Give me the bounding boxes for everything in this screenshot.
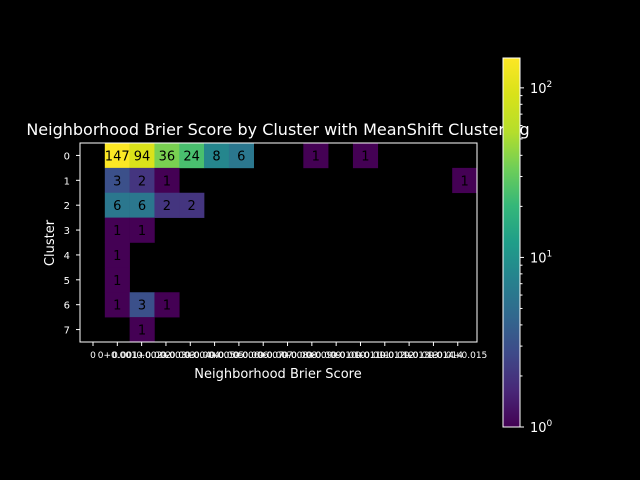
cell-value-label: 1 [113, 299, 121, 314]
y-tick-label: 3 [64, 226, 70, 237]
heatmap-cell [129, 317, 155, 343]
cell-value-label: 1 [138, 324, 146, 339]
colorbar-tick-label: 100 [530, 419, 553, 436]
heatmap-cell [104, 267, 130, 293]
heatmap-cell [179, 192, 205, 218]
heatmap-cell [104, 217, 130, 243]
x-tick-label: 0.007+0.008 [258, 351, 317, 361]
colorbar-ticks: 100 101 102 [520, 80, 553, 436]
cell-value-label: 1 [312, 149, 320, 164]
chart-title: Neighborhood Brier Score by Cluster with… [26, 120, 529, 139]
heatmap-cells: 147 94 36 24 8 6 1 1 3 2 1 1 6 6 2 2 1 1 1 1 1 3 1 1 [104, 143, 478, 343]
heatmap-cell [129, 292, 155, 318]
x-tick-label: 0.008+0.009 [282, 351, 341, 361]
x-tick-label: 0.004+0.005 [185, 351, 244, 361]
cell-value-label: 94 [134, 149, 151, 164]
cell-value-label: 3 [113, 174, 121, 189]
heatmap-cell [129, 192, 155, 218]
x-tick-label: 0+0.001 [98, 351, 137, 361]
colorbar-gradient [502, 57, 521, 428]
heatmap-cell [104, 242, 130, 268]
x-tick-label: 0.002+0.003 [136, 351, 195, 361]
y-tick-label: 1 [64, 176, 70, 187]
y-axis-ticks: 0 1 2 3 4 5 6 7 [64, 151, 80, 337]
x-axis-label: Neighborhood Brier Score [194, 367, 361, 382]
cell-value-label: 2 [188, 199, 196, 214]
x-tick-label: 0 [90, 351, 96, 361]
y-tick-label: 6 [64, 301, 70, 312]
y-tick-label: 0 [64, 151, 70, 162]
cell-value-label: 1 [113, 249, 121, 264]
heatmap-cell [154, 143, 180, 169]
x-tick-label: 0.010+0.011 [331, 351, 390, 361]
cell-value-label: 2 [138, 174, 146, 189]
heatmap-cell [129, 167, 155, 194]
y-tick-label: 4 [64, 251, 70, 262]
x-tick-label: 0.009+0.010 [307, 351, 366, 361]
x-tick-label: 0.003+0.004 [161, 351, 220, 361]
heatmap-cell [228, 143, 254, 169]
cell-value-label: 1 [138, 224, 146, 239]
x-tick-label: 0.005+0.006 [209, 351, 268, 361]
cell-value-label: 1 [361, 149, 369, 164]
cell-value-label: 6 [237, 149, 245, 164]
heatmap-cell [104, 143, 130, 169]
heatmap-cell [179, 143, 205, 169]
x-tick-label: 0.012+0.013 [380, 351, 439, 361]
x-tick-label: 0.013+0.014 [404, 351, 463, 361]
cell-value-label: 1 [113, 274, 121, 289]
heatmap-cell [352, 143, 379, 169]
heatmap-cell [129, 217, 155, 243]
cell-value-label: 1 [163, 174, 171, 189]
y-tick-label: 5 [64, 276, 70, 287]
heatmap-cell [154, 292, 180, 318]
heatmap-cell [104, 192, 130, 218]
heatmap-cell [104, 167, 130, 194]
colorbar-tick-label: 102 [530, 80, 552, 97]
x-tick-label: 0.001+0.002 [112, 351, 171, 361]
heatmap-cell [154, 167, 180, 194]
colorbar-tick-label: 101 [530, 249, 552, 266]
heatmap-cell [204, 143, 230, 169]
cell-value-label: 147 [105, 149, 130, 164]
cell-value-label: 3 [138, 299, 146, 314]
y-tick-label: 2 [64, 201, 70, 212]
cell-value-label: 6 [113, 199, 121, 214]
heatmap-cell [104, 292, 130, 318]
heatmap-cell [129, 143, 155, 169]
x-tick-label: 0.006+0.007 [234, 351, 293, 361]
plot-frame [79, 142, 478, 343]
heatmap-cell [154, 192, 180, 218]
heatmap-cell [303, 143, 329, 169]
colorbar: 100 101 102 [502, 57, 553, 436]
cell-value-label: 6 [138, 199, 146, 214]
y-tick-label: 7 [64, 326, 70, 337]
cell-value-label: 1 [113, 224, 121, 239]
cell-value-label: 1 [460, 174, 468, 189]
cell-value-label: 24 [183, 149, 200, 164]
x-axis-ticks: 0 0+0.0010.001+0.0020.002+0.0030.003+0.00… [90, 342, 487, 361]
cell-value-label: 8 [212, 149, 220, 164]
x-tick-label: 0.011+0.012 [355, 351, 414, 361]
cell-value-label: 36 [159, 149, 176, 164]
cell-value-label: 1 [163, 299, 171, 314]
x-tick-label: 0.014+0.015 [428, 351, 487, 361]
heatmap-cell [452, 167, 478, 194]
y-axis-label: Cluster [43, 219, 58, 266]
cell-value-label: 2 [163, 199, 171, 214]
